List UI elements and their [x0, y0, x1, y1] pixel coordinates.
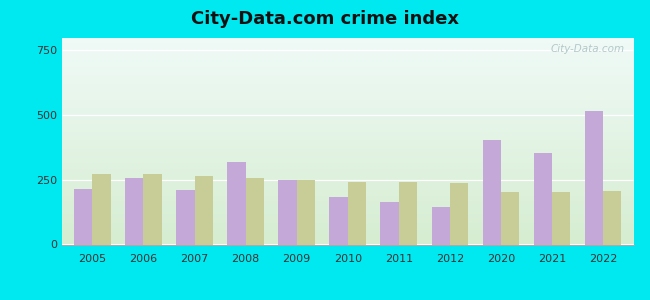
Bar [450, 183, 468, 244]
Bar [585, 111, 603, 244]
Bar [227, 162, 246, 244]
Bar [125, 178, 144, 244]
Bar [330, 196, 348, 244]
Bar [603, 191, 621, 244]
Bar [482, 140, 501, 244]
Bar [278, 180, 296, 244]
Bar [399, 182, 417, 244]
Bar [534, 153, 552, 244]
Bar [432, 207, 450, 244]
Text: City-Data.com: City-Data.com [551, 44, 625, 54]
Bar [176, 190, 194, 244]
Bar [246, 178, 264, 244]
Bar [296, 180, 315, 244]
Bar [552, 192, 571, 244]
Bar [501, 192, 519, 244]
Bar [92, 174, 111, 244]
Bar [348, 182, 366, 244]
Bar [74, 189, 92, 244]
Bar [194, 176, 213, 244]
Text: City-Data.com crime index: City-Data.com crime index [191, 11, 459, 28]
Bar [144, 174, 162, 244]
Bar [380, 202, 399, 244]
